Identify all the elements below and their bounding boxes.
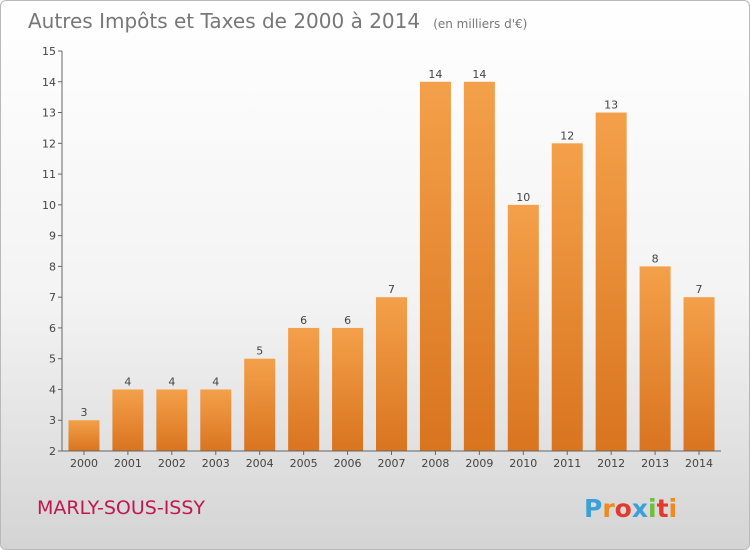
y-tick-label: 14 <box>42 76 56 89</box>
logo-letter: t <box>657 494 669 523</box>
bar <box>507 204 539 451</box>
x-tick-label: 2005 <box>290 457 318 470</box>
x-tick-label: 2006 <box>334 457 362 470</box>
bar <box>288 327 320 451</box>
bar-value-label: 14 <box>472 68 486 81</box>
x-tick-label: 2002 <box>158 457 186 470</box>
y-tick-label: 6 <box>49 322 56 335</box>
bar <box>639 266 671 451</box>
bar-value-label: 13 <box>604 99 618 112</box>
bar <box>112 389 144 451</box>
bar-value-label: 12 <box>560 129 574 142</box>
x-tick-label: 2012 <box>597 457 625 470</box>
bar-value-label: 10 <box>516 191 530 204</box>
bar <box>376 297 407 451</box>
chart-title-unit: (en milliers d'€) <box>433 17 527 31</box>
bar-value-label: 6 <box>344 314 351 327</box>
bar-value-label: 4 <box>124 375 131 388</box>
bar <box>244 358 276 451</box>
bar-value-label: 4 <box>168 375 175 388</box>
bar <box>68 420 100 451</box>
x-tick-label: 2009 <box>465 457 493 470</box>
logo-letter: P <box>584 494 602 523</box>
x-tick-label: 2000 <box>70 457 98 470</box>
bar <box>332 327 364 451</box>
bar <box>200 389 232 451</box>
x-axis-ticks: 2000 2001 2002 2003 2004 2005 2006 2007 2008 2009… <box>70 451 713 470</box>
y-tick-label: 12 <box>42 137 56 150</box>
x-tick-label: 2008 <box>421 457 449 470</box>
place-name: MARLY-SOUS-ISSY <box>37 497 205 519</box>
logo-letter: x <box>632 494 648 523</box>
x-tick-label: 2010 <box>509 457 537 470</box>
bar-value-label: 8 <box>652 252 659 265</box>
logo-letter: r <box>602 494 615 523</box>
bar-value-label: 4 <box>212 375 219 388</box>
y-tick-label: 3 <box>49 414 56 427</box>
bar <box>419 81 451 452</box>
y-tick-label: 7 <box>49 291 56 304</box>
bar <box>463 81 495 452</box>
chart-title-main: Autres Impôts et Taxes de 2000 à 2014 <box>28 9 420 33</box>
x-tick-label: 2003 <box>202 457 230 470</box>
y-tick-label: 8 <box>49 260 56 273</box>
x-tick-label: 2007 <box>378 457 406 470</box>
logo-letter: o <box>615 494 632 523</box>
y-tick-label: 15 <box>42 45 56 58</box>
y-tick-label: 5 <box>49 353 56 366</box>
bar-value-label: 5 <box>256 345 263 358</box>
bar-value-label: 3 <box>80 406 87 419</box>
logo-letter: i <box>669 494 678 523</box>
y-tick-label: 2 <box>49 445 56 458</box>
y-tick-label: 9 <box>49 230 56 243</box>
x-tick-label: 2014 <box>685 457 713 470</box>
y-tick-label: 10 <box>42 199 56 212</box>
x-tick-label: 2013 <box>641 457 669 470</box>
x-tick-label: 2011 <box>553 457 581 470</box>
bar <box>595 112 627 452</box>
proxiti-logo: Proxiti <box>584 494 677 523</box>
bar <box>683 297 715 451</box>
bar <box>551 143 583 452</box>
y-tick-label: 4 <box>49 383 56 396</box>
bar-value-label: 14 <box>428 68 442 81</box>
chart-title: Autres Impôts et Taxes de 2000 à 2014 (e… <box>28 9 527 33</box>
y-axis-ticks: 2 3 4 5 6 7 8 9 10 11 12 13 14 15 <box>42 45 62 458</box>
y-tick-label: 13 <box>42 107 56 120</box>
x-tick-label: 2004 <box>246 457 274 470</box>
x-tick-label: 2001 <box>114 457 142 470</box>
bar-value-label: 7 <box>388 283 395 296</box>
y-tick-label: 11 <box>42 168 56 181</box>
bar-value-label: 6 <box>300 314 307 327</box>
bar-value-label: 7 <box>696 283 703 296</box>
bar <box>156 389 188 451</box>
bars: 3 4 4 4 5 6 6 7 14 14 10 12 13 8 7 <box>68 68 715 452</box>
logo-letter: i <box>648 494 657 523</box>
